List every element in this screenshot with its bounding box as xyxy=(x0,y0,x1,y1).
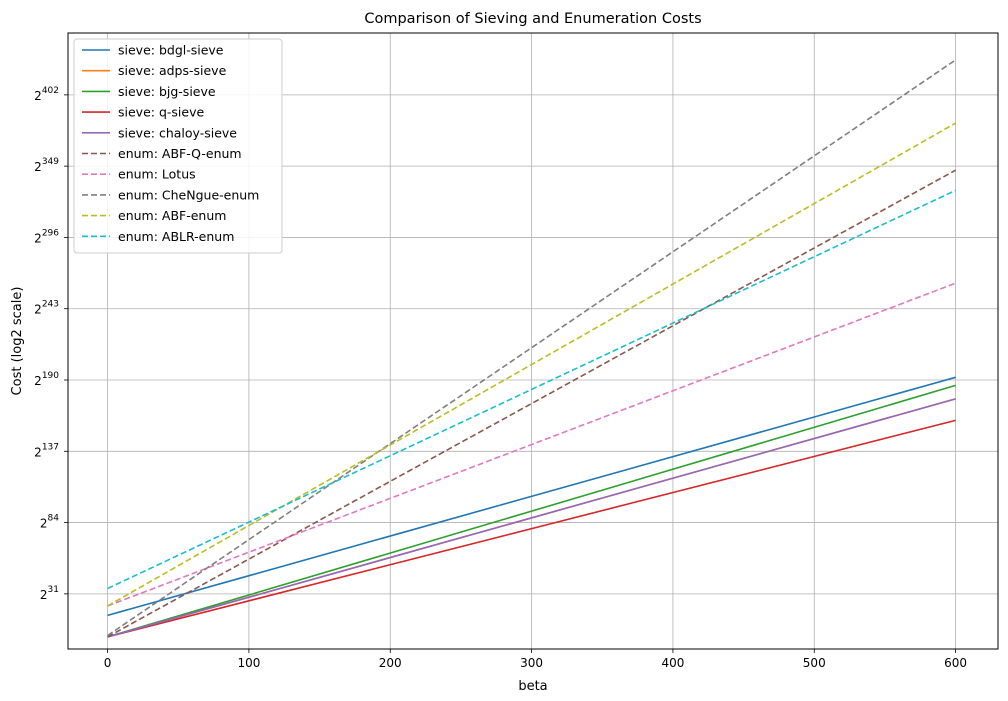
x-tick-label: 300 xyxy=(520,656,543,670)
x-axis: 0 100 200 300 400 500 600 xyxy=(104,649,967,670)
x-axis-label: beta xyxy=(518,679,547,694)
legend-label: sieve: bjg-sieve xyxy=(118,84,216,99)
x-tick-label: 600 xyxy=(944,656,967,670)
x-tick-label: 200 xyxy=(379,656,402,670)
legend-label: sieve: chaloy-sieve xyxy=(118,125,237,140)
y-tick-base: 2 xyxy=(34,89,42,103)
y-tick-exponent: 31 xyxy=(48,585,59,595)
series-line xyxy=(107,398,956,638)
y-tick-exponent: 402 xyxy=(42,86,59,96)
plot-frame xyxy=(67,32,999,650)
y-tick-label: 231 xyxy=(40,585,59,602)
y-tick-exponent: 137 xyxy=(42,442,59,452)
series-line xyxy=(107,189,956,590)
x-tick-label: 400 xyxy=(661,656,684,670)
series-line xyxy=(107,376,956,617)
y-tick-base: 2 xyxy=(34,303,42,317)
legend-label: sieve: bdgl-sieve xyxy=(118,43,224,58)
y-tick-base: 2 xyxy=(40,588,48,602)
series-line xyxy=(107,282,956,607)
y-tick-exponent: 84 xyxy=(48,514,60,524)
series-line xyxy=(107,384,956,638)
y-tick-base: 2 xyxy=(34,231,42,245)
series-line xyxy=(107,169,956,638)
y-tick-base: 2 xyxy=(34,160,42,174)
series-line xyxy=(107,122,956,607)
legend-box xyxy=(73,38,283,254)
legend-label: enum: ABF-enum xyxy=(118,208,226,223)
legend-label: sieve: q-sieve xyxy=(118,105,204,120)
y-tick-label: 2137 xyxy=(34,442,59,459)
y-tick-label: 2402 xyxy=(34,86,59,103)
y-tick-exponent: 296 xyxy=(42,228,59,238)
x-tick-label: 500 xyxy=(803,656,826,670)
series-layer xyxy=(107,59,957,638)
x-tick-label: 0 xyxy=(104,656,112,670)
y-tick-base: 2 xyxy=(34,445,42,459)
x-tick-label: 100 xyxy=(237,656,260,670)
legend-label: enum: CheNgue-enum xyxy=(118,187,259,202)
series-line xyxy=(107,419,956,638)
y-tick-label: 284 xyxy=(40,514,59,531)
chart-title: Comparison of Sieving and Enumeration Co… xyxy=(364,11,701,27)
y-tick-exponent: 243 xyxy=(42,300,59,310)
y-tick-base: 2 xyxy=(34,374,42,388)
legend-label: sieve: adps-sieve xyxy=(118,63,227,78)
y-tick-label: 2243 xyxy=(34,300,59,317)
y-tick-base: 2 xyxy=(40,517,48,531)
y-tick-label: 2190 xyxy=(34,371,59,388)
y-axis-label: Cost (log2 scale) xyxy=(10,287,25,396)
y-tick-label: 2349 xyxy=(34,157,59,174)
y-tick-exponent: 349 xyxy=(42,157,59,167)
y-tick-exponent: 190 xyxy=(42,371,59,381)
legend: sieve: bdgl-sieve sieve: adps-sieve sieve:… xyxy=(73,38,283,254)
legend-label: enum: ABF-Q-enum xyxy=(118,146,242,161)
y-tick-label: 2296 xyxy=(34,228,59,245)
legend-label: enum: Lotus xyxy=(118,167,196,182)
legend-label: enum: ABLR-enum xyxy=(118,229,234,244)
grid-lines xyxy=(68,33,998,649)
